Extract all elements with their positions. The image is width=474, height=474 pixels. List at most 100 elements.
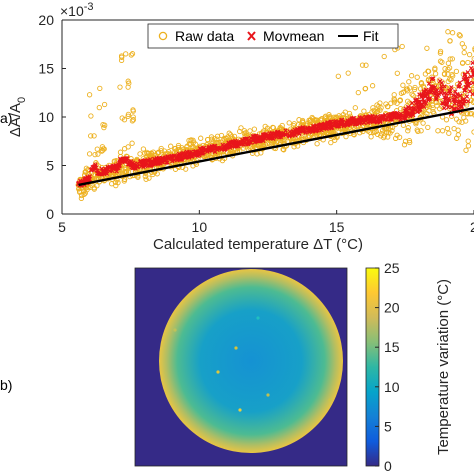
raw-data-point bbox=[251, 126, 258, 132]
movmean-point bbox=[464, 79, 469, 84]
raw-data-point bbox=[399, 43, 405, 50]
raw-data-point bbox=[463, 147, 469, 153]
raw-data-point bbox=[226, 130, 232, 136]
movmean-point bbox=[429, 90, 434, 95]
disk-speckle bbox=[234, 346, 238, 350]
movmean-point bbox=[244, 136, 250, 142]
fit-line bbox=[78, 107, 474, 187]
raw-data-point bbox=[254, 151, 260, 157]
movmean-point bbox=[351, 115, 357, 121]
raw-data-point bbox=[425, 68, 431, 74]
movmean-point bbox=[141, 161, 147, 167]
y-multiplier: ×10-3 bbox=[60, 1, 94, 19]
raw-data-point bbox=[158, 145, 164, 152]
raw-data-point bbox=[384, 103, 391, 110]
movmean-point bbox=[438, 90, 444, 96]
raw-data-point bbox=[359, 62, 366, 68]
raw-data-point bbox=[135, 174, 141, 180]
raw-data-point bbox=[125, 113, 131, 119]
disk-speckle bbox=[173, 328, 177, 332]
raw-data-point bbox=[432, 65, 438, 71]
movmean-point bbox=[430, 76, 436, 81]
raw-data-point bbox=[267, 141, 273, 147]
raw-data-point bbox=[444, 125, 451, 132]
raw-data-point bbox=[465, 59, 471, 66]
colorbar-ticks: 0 5 10 15 20 25 bbox=[375, 260, 400, 474]
x-axis-label: Calculated temperature ΔT (°C) bbox=[153, 236, 363, 253]
movmean-point bbox=[416, 99, 422, 105]
raw-data-point bbox=[280, 146, 286, 152]
raw-data-point bbox=[381, 134, 387, 141]
movmean-point bbox=[185, 150, 190, 156]
raw-data-point bbox=[336, 113, 342, 119]
svg-text:×10-3: ×10-3 bbox=[60, 1, 94, 19]
movmean-point bbox=[402, 111, 408, 117]
raw-data-point bbox=[397, 105, 404, 112]
raw-data-point bbox=[352, 105, 358, 111]
movmean-point bbox=[392, 110, 398, 116]
movmean-point bbox=[389, 114, 395, 120]
movmean-point bbox=[306, 127, 312, 133]
movmean-point bbox=[258, 135, 263, 140]
raw-data-point bbox=[453, 116, 460, 122]
movmean-point bbox=[361, 117, 367, 123]
raw-data-point bbox=[449, 56, 455, 62]
movmean-point bbox=[240, 139, 245, 144]
raw-data-point bbox=[437, 106, 443, 112]
movmean-point bbox=[467, 89, 473, 94]
colorbar-tick-label: 15 bbox=[384, 339, 400, 355]
movmean-point bbox=[325, 120, 330, 125]
raw-data-point bbox=[204, 136, 211, 143]
movmean-point bbox=[196, 149, 202, 155]
raw-data-point bbox=[445, 66, 451, 73]
raw-data-point bbox=[406, 79, 412, 85]
raw-data-point bbox=[472, 83, 474, 89]
raw-data-point bbox=[300, 119, 306, 125]
movmean-point bbox=[415, 109, 421, 114]
raw-data-point bbox=[286, 120, 292, 126]
movmean-point bbox=[169, 156, 175, 162]
movmean-point bbox=[447, 88, 452, 94]
movmean-point bbox=[261, 132, 266, 137]
raw-data-point bbox=[100, 146, 106, 152]
movmean-point bbox=[409, 100, 415, 106]
raw-data-point bbox=[308, 119, 314, 125]
movmean-point bbox=[92, 163, 98, 169]
y-tick-label: 20 bbox=[38, 12, 54, 28]
raw-data-point bbox=[445, 29, 451, 35]
movmean-point bbox=[312, 127, 317, 133]
y-tick-label: 5 bbox=[46, 158, 54, 174]
sample-disk bbox=[159, 269, 343, 453]
movmean-point bbox=[419, 92, 425, 98]
movmean-point bbox=[424, 87, 429, 93]
raw-data-point bbox=[461, 49, 467, 56]
heatmap-frame bbox=[134, 267, 348, 467]
raw-data-point bbox=[143, 176, 149, 182]
movmean-point bbox=[86, 176, 92, 182]
raw-data-point bbox=[172, 145, 179, 152]
raw-data-point bbox=[91, 133, 97, 139]
movmean-point bbox=[409, 109, 415, 114]
movmean-point bbox=[165, 154, 170, 160]
raw-data-point bbox=[371, 129, 377, 136]
movmean-point bbox=[375, 116, 381, 122]
movmean-point bbox=[447, 98, 452, 104]
movmean-point bbox=[181, 154, 187, 159]
movmean-point bbox=[100, 168, 106, 174]
raw-data-point bbox=[78, 195, 85, 202]
movmean-point bbox=[445, 105, 451, 110]
raw-data-point bbox=[96, 104, 102, 111]
raw-data-point bbox=[400, 89, 406, 96]
raw-data-point bbox=[343, 133, 349, 140]
raw-data-point bbox=[187, 142, 194, 148]
raw-data-point bbox=[183, 166, 189, 172]
raw-data-point bbox=[192, 141, 199, 147]
disk-speckle bbox=[238, 408, 242, 412]
raw-data-point bbox=[445, 60, 452, 66]
raw-data-point bbox=[397, 97, 404, 103]
colorbar-tick-label: 0 bbox=[384, 458, 392, 474]
movmean-point bbox=[151, 161, 157, 166]
movmean-point bbox=[290, 131, 295, 137]
raw-data-point bbox=[291, 144, 297, 150]
movmean-point bbox=[165, 160, 170, 165]
